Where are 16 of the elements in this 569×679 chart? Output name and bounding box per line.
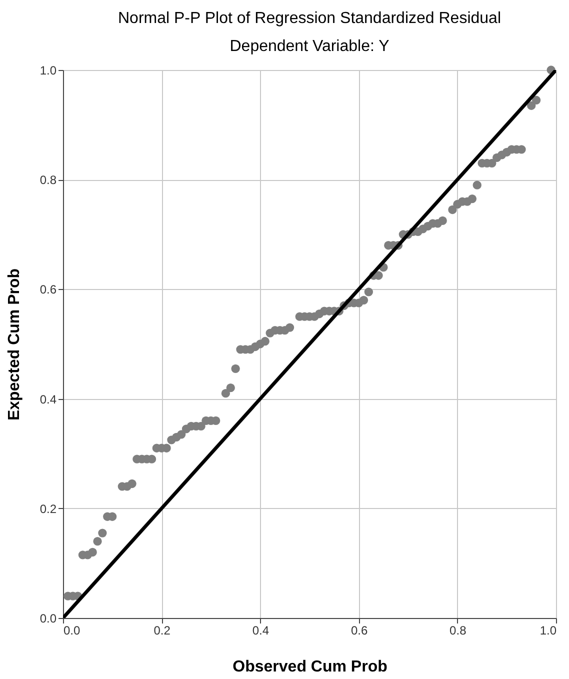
y-tick-label: 0.2 (40, 502, 57, 516)
y-tick-label: 1.0 (40, 64, 57, 78)
x-tick-label: 0.0 (64, 624, 81, 638)
x-tick-label: 0.2 (154, 624, 171, 638)
y-tick-label: 0.6 (40, 282, 57, 297)
x-tick-label: 1.0 (540, 624, 557, 638)
y-tick-label: 0.8 (40, 173, 57, 188)
y-tick-label: 0.4 (40, 392, 57, 406)
chart-subtitle: Dependent Variable: Y (230, 38, 390, 55)
x-tick-label: 0.8 (450, 624, 467, 638)
y-tick-label: 0.0 (40, 612, 57, 626)
x-axis-title: Observed Cum Prob (232, 658, 388, 676)
chart-title: Normal P-P Plot of Regression Standardized Residual (118, 10, 502, 27)
x-tick-label: 0.6 (350, 624, 368, 638)
y-axis-title: Expected Cum Prob (6, 268, 23, 421)
x-tick-label: 0.4 (252, 624, 270, 638)
